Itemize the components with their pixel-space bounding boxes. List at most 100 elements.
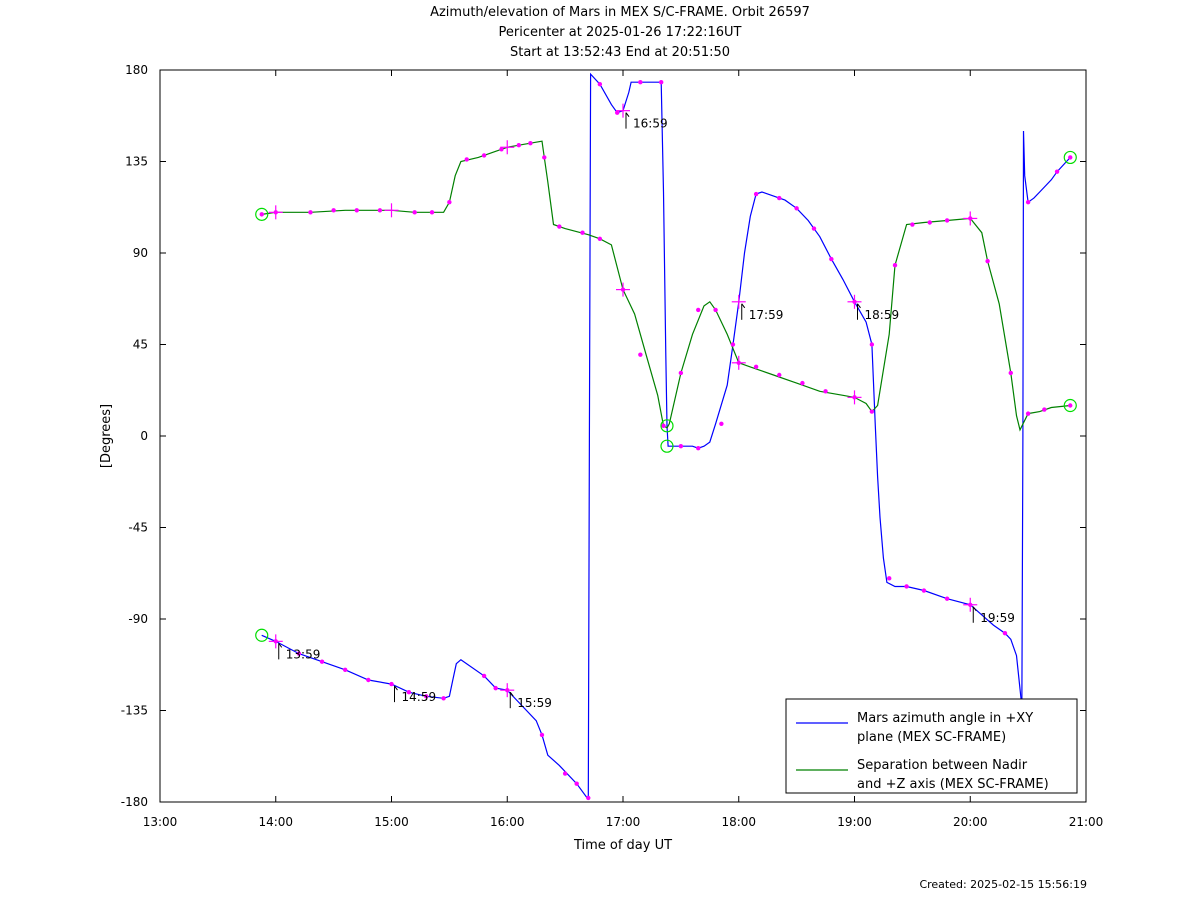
data-point-dot	[1042, 407, 1047, 412]
data-point-dot	[1068, 403, 1073, 408]
data-point-dot	[389, 681, 394, 687]
data-point-dot	[777, 195, 782, 201]
plot-frame	[159, 69, 1087, 803]
x-tick-label: 16:00	[490, 815, 525, 829]
data-point-dot	[597, 236, 603, 241]
data-point-dot	[921, 588, 927, 593]
endpoint-circle	[255, 628, 269, 642]
data-point-dot	[696, 307, 701, 313]
time-label: 14:59	[402, 690, 437, 704]
legend-label: plane (MEX SC-FRAME)	[857, 730, 1006, 745]
time-label-arrowhead	[857, 303, 861, 309]
data-point-dot	[869, 342, 875, 347]
data-point-dot	[516, 143, 522, 148]
data-point-dot	[892, 263, 898, 268]
x-axis-label: Time of day UT	[573, 838, 672, 853]
title-line-1: Azimuth/elevation of Mars in MEX S/C-FRA…	[430, 5, 810, 20]
y-tick-label: -45	[128, 521, 148, 535]
x-tick-label: 21:00	[1069, 815, 1104, 829]
data-point-dot	[823, 389, 828, 394]
data-point-dot	[424, 694, 429, 699]
time-label: 19:59	[980, 611, 1015, 625]
title-line-3: Start at 13:52:43 End at 20:51:50	[509, 45, 731, 60]
data-point-dot	[696, 446, 701, 451]
data-point-dot	[580, 230, 585, 235]
data-point-dot	[406, 690, 412, 695]
data-point-dot	[910, 222, 915, 227]
y-tick-label: 0	[140, 429, 148, 443]
endpoint-circle	[660, 419, 674, 433]
data-point-dot	[829, 256, 834, 262]
legend-label: Mars azimuth angle in +XY	[857, 711, 1033, 726]
y-tick-label: 45	[133, 338, 148, 352]
time-label-arrowhead	[509, 691, 514, 697]
data-point-dot	[586, 795, 591, 801]
y-tick-label: 135	[125, 155, 148, 169]
endpoint-circle	[1063, 150, 1077, 165]
data-point-dot	[678, 370, 684, 376]
data-point-dot	[887, 576, 892, 581]
data-point-dot	[794, 206, 799, 211]
endpoint-circle	[1063, 398, 1077, 413]
x-tick-label: 14:00	[258, 815, 293, 829]
data-point-dot	[811, 226, 817, 231]
time-label-arrowhead	[394, 685, 398, 691]
series-line	[261, 140, 1071, 432]
data-point-dot	[661, 423, 666, 429]
time-label-arrowhead	[741, 303, 746, 309]
data-point-dot	[944, 218, 950, 223]
data-point-dot	[597, 82, 603, 87]
data-point-dot	[354, 208, 359, 213]
data-point-dot	[308, 210, 313, 215]
data-point-dot	[753, 364, 759, 370]
data-point-dot	[1054, 169, 1060, 174]
created-footer: Created: 2025-02-15 15:56:19	[919, 878, 1087, 891]
time-label-arrowhead	[972, 606, 977, 612]
data-point-dot	[366, 677, 371, 683]
data-point-dot	[800, 380, 805, 386]
endpoint-circle	[255, 207, 269, 221]
data-point-dot	[412, 210, 417, 215]
time-label-arrowhead	[278, 643, 283, 648]
legend-label: Separation between Nadir	[857, 758, 1028, 773]
time-label: 15:59	[517, 696, 552, 710]
time-label: 13:59	[286, 647, 321, 661]
data-point-dot	[658, 80, 664, 85]
time-label-arrowhead	[625, 112, 630, 117]
data-point-dot	[429, 210, 435, 215]
data-point-dot	[499, 147, 504, 152]
data-point-dot	[638, 80, 643, 85]
legend-label: and +Z axis (MEX SC-FRAME)	[857, 777, 1049, 792]
data-point-dot	[562, 771, 568, 776]
data-point-dot	[638, 352, 643, 357]
data-point-dot	[615, 110, 620, 115]
data-point-dot	[464, 157, 469, 162]
y-axis-label: [Degrees]	[99, 404, 114, 468]
data-point-dot	[377, 208, 383, 213]
x-tick-label: 18:00	[721, 815, 756, 829]
data-point-dot	[1025, 411, 1031, 416]
data-point-dot	[944, 596, 950, 601]
time-label: 17:59	[749, 308, 784, 322]
data-point-dot	[296, 651, 302, 656]
axes-layer: 13:00 14:00 15:00 16:00 17:00 18:00 19:00 20:00…	[99, 63, 1103, 853]
data-point-dot	[557, 224, 562, 229]
data-point-dot	[481, 673, 487, 679]
series-line	[1021, 130, 1071, 721]
data-point-dot	[713, 307, 718, 313]
time-label: 18:59	[865, 308, 900, 322]
data-point-dot	[539, 732, 545, 738]
data-point-dot	[777, 372, 782, 378]
data-point-dot	[1025, 199, 1031, 205]
data-point-dot	[481, 153, 487, 158]
data-point-dot	[1008, 370, 1013, 376]
x-tick-label: 13:00	[143, 815, 178, 829]
data-point-dot	[1068, 155, 1073, 160]
data-point-dot	[985, 258, 990, 264]
data-point-dot	[730, 342, 736, 347]
y-tick-label: -180	[121, 795, 148, 809]
data-point-dot	[542, 155, 547, 160]
y-tick-label: -135	[121, 704, 148, 718]
y-tick-label: -90	[128, 612, 148, 626]
